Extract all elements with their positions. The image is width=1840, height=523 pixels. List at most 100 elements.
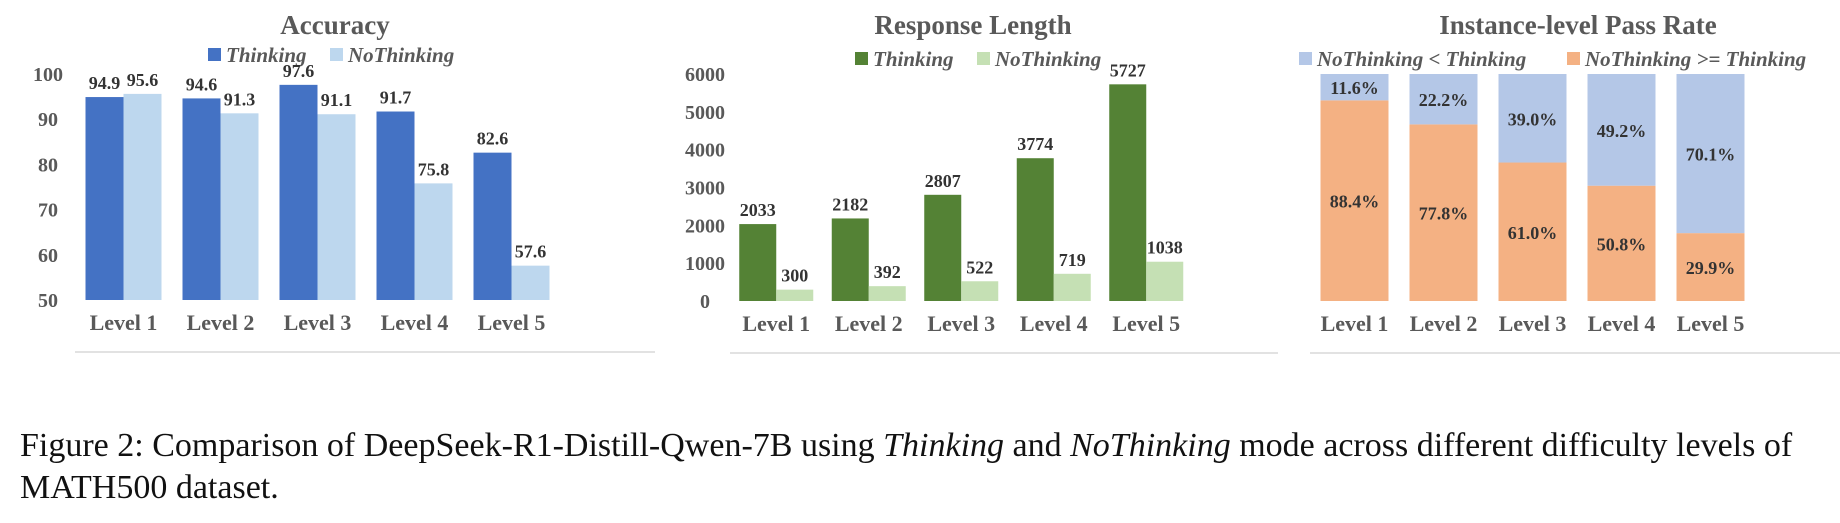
data-label: 61.0% [1508,223,1558,243]
y-tick-label: 0 [700,291,710,313]
legend-label-nothinking: NoThinking [994,47,1101,71]
data-label: 94.6 [186,74,218,94]
caption-nothinking: NoThinking [1070,427,1231,464]
x-tick-label: Level 1 [742,311,810,336]
bar-thinking-level-4 [1016,158,1054,301]
caption-mid: and [1004,427,1071,464]
bar-nothinking-level-2 [868,286,906,301]
x-tick-label: Level 2 [835,311,903,336]
chart-title: Response Length [874,10,1071,40]
bar-nothinking-level-2 [220,113,259,300]
segment-nothinking-thinking-level-5 [1676,233,1745,301]
data-label: 57.6 [515,242,547,262]
bar-nothinking-level-5 [1146,261,1184,301]
bar-nothinking-level-5 [511,265,550,300]
bar-thinking-level-3 [924,194,962,301]
y-tick-label: 100 [33,64,63,86]
bar-thinking-level-4 [376,111,415,301]
data-label: 82.6 [477,129,509,149]
bar-nothinking-level-4 [414,183,453,300]
data-label: 77.8% [1419,204,1469,224]
x-tick-label: Level 5 [1677,311,1745,336]
x-tick-label: Level 2 [187,310,255,335]
data-label: 91.3 [224,89,256,109]
bars: 2033 300 2182 392 2807 522 3774 719 5727 1038 [739,60,1184,302]
x-tick-label: Level 4 [1020,311,1088,336]
pass-rate-chart: Instance-level Pass Rate NoThinking < Th… [1299,10,1840,354]
data-label: 719 [1059,250,1086,270]
x-tick-label: Level 4 [1588,311,1656,336]
y-tick-label: 80 [38,154,58,176]
x-tick-label: Level 1 [1321,311,1389,336]
legend: Thinking NoThinking [855,47,1101,71]
x-tick-label: Level 5 [478,310,546,335]
caption-prefix: Figure 2: Comparison of DeepSeek-R1-Dist… [20,427,884,464]
bar-nothinking-level-4 [1053,273,1091,301]
bar-nothinking-level-3 [317,114,356,300]
chart-title: Accuracy [280,10,390,40]
x-tick-label: Level 3 [284,310,352,335]
bar-thinking-level-5 [1109,84,1147,302]
y-tick-label: 6000 [685,64,725,86]
y-tick-label: 2000 [685,215,725,237]
data-label: 5727 [1110,60,1146,80]
accuracy-chart: Accuracy Thinking NoThinking 50 60 70 80 90 1… [33,10,655,353]
bar-thinking-level-1 [739,224,777,301]
data-label: 39.0% [1508,109,1558,129]
data-label: 97.6 [283,61,315,81]
data-label: 94.9 [89,73,121,93]
caption-thinking: Thinking [883,427,1005,464]
segment-nothinking-thinking-level-2 [1409,124,1478,301]
bars: 94.9 95.6 94.6 91.3 97.6 91.1 91.7 75.8 82.6 57.6 [85,61,550,301]
data-label: 49.2% [1597,121,1647,141]
legend-swatch-nothinking-geq [1567,52,1580,65]
segment-nothinking-thinking-level-1 [1320,74,1389,101]
legend-label-nothinking-less: NoThinking < Thinking [1316,47,1526,71]
segment-nothinking-thinking-level-4 [1587,185,1656,301]
segment-nothinking-thinking-level-1 [1320,100,1389,301]
y-axis: 50 60 70 80 90 100 [33,64,63,312]
data-label: 300 [781,266,808,286]
y-axis: 0 1000 2000 3000 4000 5000 6000 [685,64,725,313]
legend-label-thinking: Thinking [873,47,954,71]
x-tick-label: Level 4 [381,310,449,335]
x-axis: Level 1 Level 2 Level 3 Level 4 Level 5 [1321,311,1745,336]
legend-swatch-thinking [855,52,868,65]
x-tick-label: Level 3 [1499,311,1567,336]
legend: Thinking NoThinking [208,43,454,67]
bar-nothinking-level-1 [776,289,814,301]
data-label: 11.6% [1330,78,1379,98]
y-tick-label: 4000 [685,140,725,162]
caption-suffix: mode across different difficulty levels … [20,427,1793,506]
x-tick-label: Level 5 [1112,311,1180,336]
y-tick-label: 90 [38,109,58,131]
data-label: 2807 [925,171,961,191]
bar-thinking-level-3 [279,84,318,301]
y-tick-label: 60 [38,245,58,267]
bar-thinking-level-2 [831,218,869,301]
data-label: 2033 [740,200,776,220]
data-label: 75.8 [418,159,450,179]
segment-nothinking-thinking-level-3 [1498,74,1567,163]
data-label: 95.6 [127,70,159,90]
y-tick-label: 50 [38,290,58,312]
y-tick-label: 5000 [685,102,725,124]
legend-label-nothinking: NoThinking [347,43,454,67]
bar-nothinking-level-1 [123,93,162,300]
segment-nothinking-thinking-level-5 [1676,74,1745,234]
x-tick-label: Level 3 [927,311,995,336]
figure-caption: Figure 2: Comparison of DeepSeek-R1-Dist… [20,425,1830,509]
legend-swatch-thinking [208,48,221,61]
y-tick-label: 3000 [685,178,725,200]
segment-nothinking-thinking-level-4 [1587,74,1656,186]
legend-swatch-nothinking [977,52,990,65]
bars: 88.4% 11.6% 77.8% 22.2% 61.0% 39.0% 50.8% 49.2%… [1320,74,1745,301]
data-label: 91.1 [321,90,353,110]
data-label: 1038 [1147,238,1183,258]
x-tick-label: Level 2 [1410,311,1478,336]
x-axis: Level 1 Level 2 Level 3 Level 4 Level 5 [90,310,546,335]
x-tick-label: Level 1 [90,310,158,335]
data-label: 88.4% [1330,192,1380,212]
data-label: 22.2% [1419,90,1469,110]
y-tick-label: 70 [38,200,58,222]
